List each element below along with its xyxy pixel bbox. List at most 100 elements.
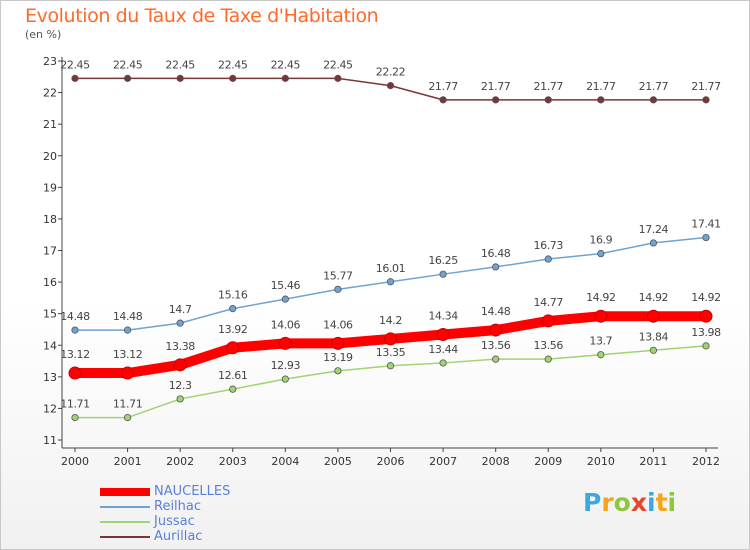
y-tick-label: 23 (43, 55, 57, 68)
data-point (702, 233, 710, 242)
data-label: 13.38 (165, 340, 195, 353)
data-label: 22.45 (218, 58, 248, 71)
data-label: 17.41 (691, 218, 721, 231)
data-label: 14.06 (271, 318, 301, 331)
logo-letter: i (667, 488, 677, 517)
data-point (702, 96, 710, 104)
data-point (386, 278, 395, 286)
data-label: 16.9 (589, 234, 612, 247)
logo-letter: P (583, 488, 602, 517)
data-point (646, 309, 660, 323)
data-point (226, 341, 240, 355)
series-naucelles: 13.12 13.12 13.38 13.92 14.06 14.06 14.2 14.34 1… (60, 291, 721, 380)
data-label: 21.77 (428, 80, 458, 93)
data-point (702, 342, 710, 350)
data-point (492, 96, 500, 104)
x-tick-label: 2012 (692, 455, 720, 468)
data-point (281, 74, 289, 82)
chart-subtitle: (en %) (25, 28, 62, 41)
chart-title: Evolution du Taux de Taxe d'Habitation (25, 5, 379, 27)
data-label: 13.7 (589, 335, 612, 348)
data-point (71, 413, 79, 422)
data-point (384, 332, 397, 346)
data-label: 11.71 (113, 398, 143, 411)
data-point (597, 250, 605, 258)
data-point (278, 336, 292, 350)
data-point (334, 367, 342, 375)
data-point (176, 319, 184, 327)
data-label: 21.77 (534, 80, 564, 93)
legend-swatch (100, 506, 150, 508)
data-label: 13.35 (376, 346, 406, 359)
series-reilhac: 14.48 14.48 14.7 15.16 15.46 15.77 16.01 16.25 1… (60, 218, 721, 334)
data-label: 21.77 (691, 80, 721, 93)
y-tick-label: 20 (43, 150, 57, 163)
x-tick-label: 2000 (61, 455, 89, 468)
data-point (121, 366, 135, 380)
logo-letter: x (630, 488, 647, 517)
chart-axes: 11 12 13 14 15 16 17 18 19 20 21 22 23 2000 2001 2002 20… (43, 55, 720, 468)
data-point (492, 263, 500, 271)
data-point (436, 328, 450, 342)
data-label: 13.92 (218, 323, 248, 336)
x-tick-label: 2009 (534, 455, 562, 468)
data-label: 12.3 (169, 379, 192, 392)
data-label: 22.45 (60, 58, 90, 71)
data-point (176, 74, 184, 82)
data-label: 14.2 (379, 314, 402, 327)
data-label: 13.56 (534, 339, 564, 352)
data-point (597, 96, 605, 104)
data-point (334, 74, 342, 82)
data-point (71, 326, 79, 334)
data-point (68, 366, 82, 380)
data-label: 21.77 (481, 80, 511, 93)
data-label: 13.44 (428, 343, 458, 356)
data-label: 21.77 (586, 80, 616, 93)
data-point (229, 385, 237, 393)
data-label: 15.46 (271, 279, 301, 292)
legend-item-jussac: Jussac (100, 514, 360, 529)
x-tick-label: 2001 (114, 455, 142, 468)
y-tick-label: 12 (43, 402, 57, 415)
x-tick-label: 2005 (324, 455, 352, 468)
legend-swatch (100, 536, 150, 538)
data-point (439, 96, 447, 104)
data-label: 13.12 (113, 348, 143, 361)
legend-label: Aurillac (154, 529, 203, 544)
x-tick-label: 2007 (429, 455, 457, 468)
chart-legend: NAUCELLES Reilhac Jussac Aurillac (100, 484, 360, 544)
proxiti-logo: Proxiti (583, 488, 676, 517)
y-tick-label: 11 (43, 434, 57, 447)
data-label: 14.48 (481, 305, 511, 318)
data-point (229, 74, 237, 82)
series-jussac: 11.71 11.71 12.3 12.61 12.93 13.19 13.35 13.44 1… (60, 326, 722, 422)
data-point (541, 314, 555, 328)
chart-plot-area: 14.48 14.48 14.7 15.16 15.46 15.77 16.01 16.25 1… (60, 58, 722, 422)
data-point (334, 285, 342, 293)
data-point (439, 270, 447, 278)
legend-label: Jussac (154, 514, 195, 529)
data-point (71, 74, 79, 82)
y-tick-label: 16 (43, 276, 57, 289)
legend-swatch (100, 521, 150, 523)
data-point (699, 309, 713, 323)
data-label: 22.45 (271, 58, 301, 71)
data-label: 14.77 (534, 296, 564, 309)
x-tick-label: 2002 (166, 455, 194, 468)
data-label: 22.45 (165, 58, 195, 71)
data-label: 14.48 (113, 310, 143, 323)
legend-item-reilhac: Reilhac (100, 499, 360, 514)
data-point (123, 413, 132, 422)
data-point (492, 355, 500, 363)
logo-letter: r (601, 488, 614, 517)
data-label: 22.45 (323, 58, 353, 71)
data-label: 22.22 (376, 66, 406, 79)
data-point (386, 362, 395, 370)
y-tick-label: 19 (43, 181, 57, 194)
y-tick-label: 14 (43, 339, 57, 352)
data-point (439, 359, 447, 367)
data-label: 14.06 (323, 318, 353, 331)
data-point (649, 346, 658, 354)
